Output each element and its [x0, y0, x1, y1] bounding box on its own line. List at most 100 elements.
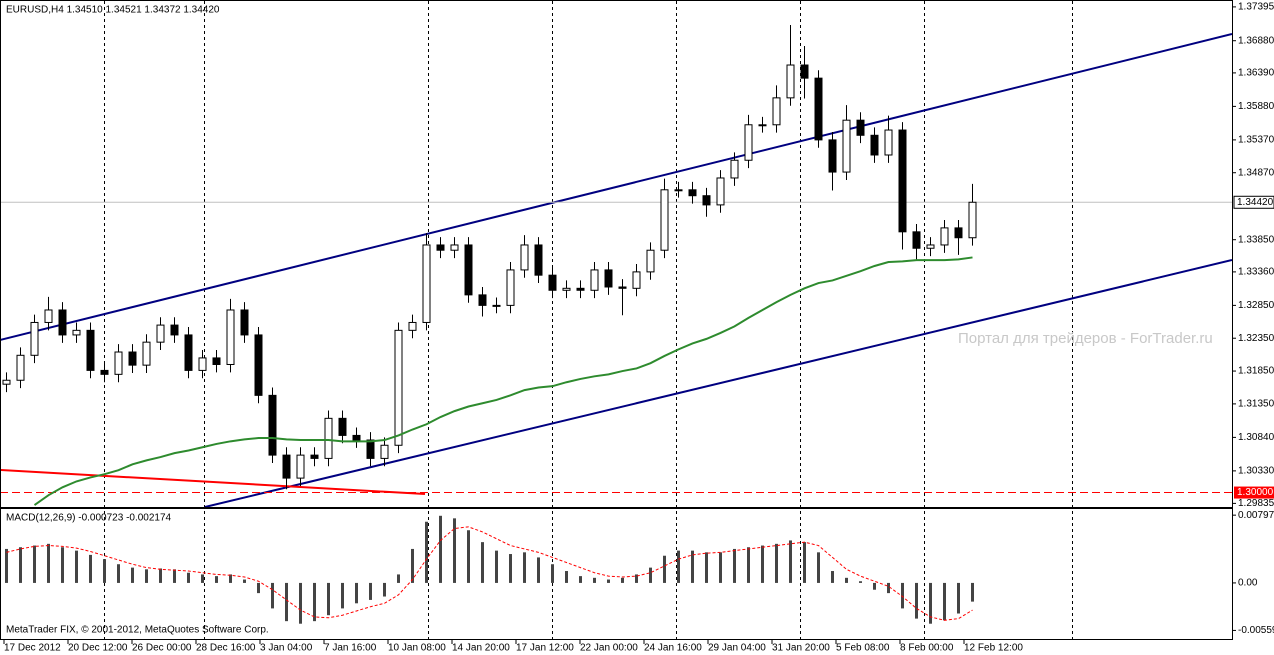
macd-bar: [173, 569, 176, 583]
channel-lower: [204, 259, 1232, 507]
macd-bar: [747, 547, 750, 583]
candle-body: [688, 189, 697, 197]
macd-bar: [89, 554, 92, 583]
candle-body: [282, 454, 291, 479]
macd-bar: [509, 554, 512, 583]
current-price-box: [1233, 195, 1274, 209]
candle-body: [366, 439, 375, 459]
candle-body: [268, 394, 277, 456]
macd-bar: [33, 545, 36, 583]
x-tick-label: 26 Dec 00:00: [132, 643, 192, 654]
candle-body: [674, 189, 683, 192]
candle-body: [436, 244, 445, 251]
macd-bar: [495, 550, 498, 583]
candle-body: [926, 244, 935, 249]
candle-body: [72, 329, 81, 336]
macd-bar: [915, 582, 918, 619]
candle-body: [226, 309, 235, 365]
macd-bar: [453, 518, 456, 583]
macd-bar: [131, 567, 134, 583]
macd-bar: [803, 542, 806, 583]
level-label: 1.30000: [1237, 487, 1274, 498]
macd-bar: [439, 515, 442, 583]
candle-body: [898, 129, 907, 233]
y-tick-label: 1.35880: [1238, 101, 1274, 112]
y-tick-label: 1.36390: [1238, 68, 1274, 79]
macd-bar: [243, 579, 246, 583]
x-tick-label: 12 Feb 12:00: [964, 643, 1023, 654]
candle-body: [394, 329, 403, 446]
candle-body: [100, 369, 109, 375]
candle-body: [142, 341, 151, 366]
x-tick-label: 17 Dec 2012: [4, 643, 61, 654]
macd-tick-label: 0.007975: [1238, 510, 1274, 521]
x-tick-label: 3 Jan 04:00: [260, 643, 313, 654]
candle-body: [422, 244, 431, 323]
macd-bar: [537, 557, 540, 583]
candle-body: [380, 444, 389, 459]
macd-bar: [831, 571, 834, 583]
candle-body: [758, 124, 767, 127]
candle-body: [170, 324, 179, 336]
macd-bar: [257, 582, 260, 594]
candle-body: [534, 244, 543, 276]
x-tick-label: 31 Jan 20:00: [772, 643, 830, 654]
macd-bar: [901, 582, 904, 609]
macd-plot: [5, 515, 974, 624]
y-tick-label: 1.35370: [1238, 135, 1274, 146]
macd-bar: [481, 542, 484, 583]
macd-bar: [971, 582, 974, 602]
x-tick-label: 14 Jan 20:00: [452, 643, 510, 654]
macd-bar: [397, 574, 400, 583]
macd-bar: [621, 577, 624, 583]
candle-body: [814, 77, 823, 141]
candle-body: [800, 64, 809, 79]
macd-bar: [943, 582, 946, 621]
y-tick-label: 1.32350: [1238, 333, 1274, 344]
candle-body: [296, 454, 305, 479]
y-tick-label: 1.29835: [1238, 498, 1274, 509]
candle-body: [30, 321, 39, 356]
macd-bar: [957, 582, 960, 614]
macd-bar: [187, 572, 190, 583]
macd-bar: [19, 547, 22, 583]
price-pane: [0, 0, 1233, 508]
macd-bar: [355, 582, 358, 604]
footer: MetaTrader FIX, © 2001-2012, MetaQuotes …: [6, 625, 269, 636]
candle-body: [730, 159, 739, 179]
macd-bar: [285, 582, 288, 622]
trendlines: [1, 33, 1232, 507]
macd-bar: [789, 540, 792, 583]
macd-bar: [761, 545, 764, 583]
macd-bar: [271, 582, 274, 609]
macd-bar: [327, 582, 330, 616]
macd-bar: [593, 577, 596, 583]
macd-bar: [719, 552, 722, 583]
candle-body: [702, 195, 711, 206]
macd-bar: [691, 550, 694, 583]
candle-body: [968, 201, 977, 239]
current-price-label: 1.34420: [1237, 197, 1274, 208]
macd-pane: [0, 508, 1233, 640]
candle-body: [912, 231, 921, 249]
macd-bar: [677, 550, 680, 583]
macd-bar: [411, 548, 414, 583]
macd-tick-label: -0.00559: [1238, 625, 1274, 636]
y-tick-label: 1.30840: [1238, 432, 1274, 443]
y-tick-label: 1.34870: [1238, 167, 1274, 178]
moving-average: [33, 256, 973, 506]
macd-bar: [775, 543, 778, 583]
candle-body: [506, 269, 515, 306]
candle-body: [478, 294, 487, 306]
macd-bar: [229, 574, 232, 583]
candle-body: [520, 244, 529, 271]
macd-bar: [425, 521, 428, 583]
candle-body: [940, 227, 949, 246]
candle-body: [2, 379, 11, 385]
macd-bar: [705, 552, 708, 583]
candle-body: [618, 286, 627, 289]
candle-body: [450, 244, 459, 251]
candle-body: [240, 309, 249, 336]
macd-bar: [859, 581, 862, 583]
